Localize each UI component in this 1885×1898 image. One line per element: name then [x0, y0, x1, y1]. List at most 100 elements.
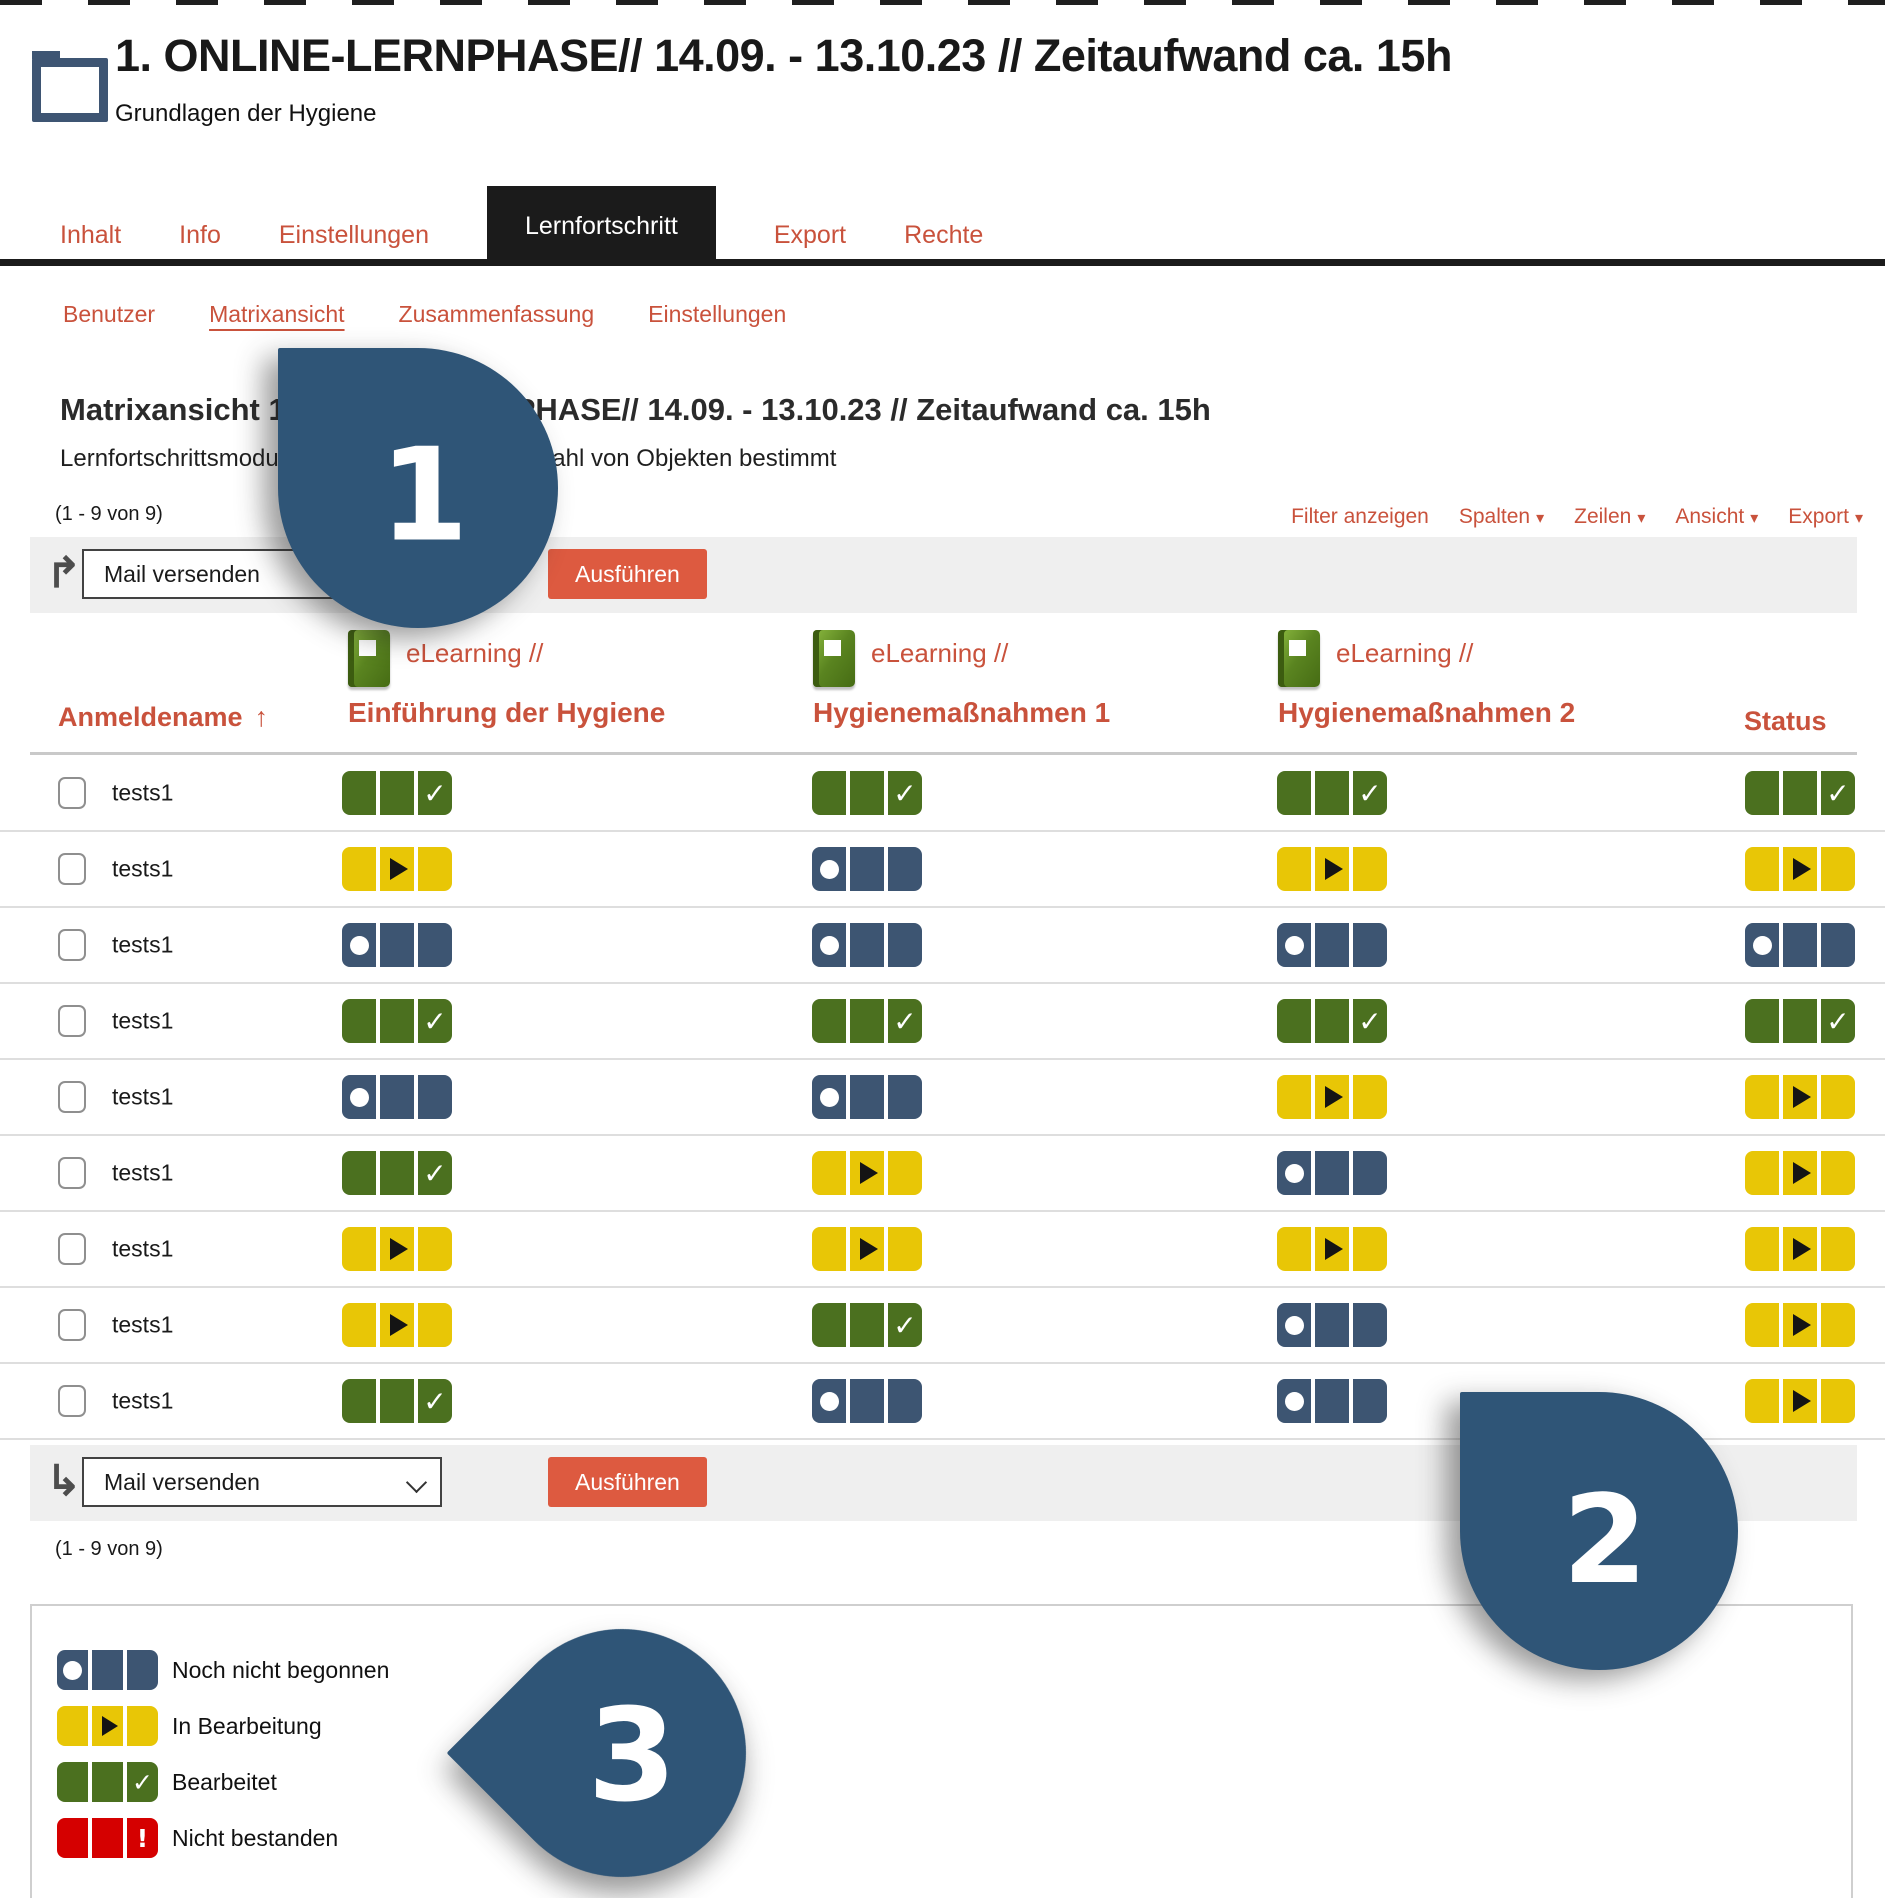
subtab-benutzer[interactable]: Benutzer — [63, 301, 156, 327]
tab-inhalt[interactable]: Inhalt — [60, 221, 122, 249]
annotation-number-2: 2 — [1562, 1469, 1648, 1611]
column-header-hygienema-nahmen-1[interactable]: eLearning // Hygienemaßnahmen 1 — [813, 630, 1110, 729]
status-symbol — [1315, 1227, 1349, 1271]
status-square — [888, 923, 922, 967]
status-symbol — [812, 1151, 846, 1195]
column-header-anmeldename[interactable]: Anmeldename ↑ — [58, 702, 268, 733]
row-checkbox[interactable] — [58, 853, 86, 885]
execute-button-top[interactable]: Ausführen — [548, 549, 707, 599]
status-symbol — [1783, 923, 1817, 967]
course-status-cell: ✓ — [1277, 771, 1387, 815]
status-square — [1315, 1379, 1349, 1423]
status-square — [1353, 847, 1387, 891]
sort-ascending-icon: ↑ — [254, 702, 269, 732]
status-symbol — [1277, 771, 1311, 815]
status-symbol — [342, 771, 376, 815]
status-symbol — [1315, 847, 1349, 891]
pagination-top: (1 - 9 von 9) — [55, 503, 163, 525]
status-symbol: ✓ — [1353, 771, 1387, 815]
course-status-cell — [342, 847, 452, 891]
tab-info[interactable]: Info — [179, 221, 221, 249]
row-checkbox[interactable] — [58, 929, 86, 961]
circle-glyph — [819, 1087, 839, 1107]
tab-einstellungen[interactable]: Einstellungen — [278, 221, 429, 249]
row-username: tests1 — [112, 1159, 174, 1186]
subtab-zusammenfassung[interactable]: Zusammenfassung — [398, 301, 595, 327]
status-icon-completed: ✓ — [812, 771, 922, 815]
subtab-matrixansicht[interactable]: Matrixansicht — [209, 301, 345, 327]
status-symbol — [1277, 1227, 1311, 1271]
row-username: tests1 — [112, 931, 174, 958]
status-square — [888, 847, 922, 891]
status-square — [1745, 847, 1779, 891]
status-square — [1277, 1227, 1311, 1271]
course-type-label: eLearning // — [1336, 638, 1474, 668]
menu-zeilen[interactable]: Zeilen ▾ — [1574, 505, 1646, 528]
row-checkbox[interactable] — [58, 1157, 86, 1189]
status-square — [380, 999, 414, 1043]
circle-glyph — [1284, 1391, 1304, 1411]
status-icon-not_started — [1277, 1303, 1387, 1347]
column-header-einf-hrung-der-hygiene[interactable]: eLearning // Einführung der Hygiene — [348, 630, 665, 729]
status-symbol — [888, 923, 922, 967]
circle-glyph — [63, 1660, 82, 1680]
menu-ansicht[interactable]: Ansicht ▾ — [1675, 505, 1759, 528]
status-square — [1783, 923, 1817, 967]
tab-lernfortschritt[interactable]: Lernfortschritt — [487, 186, 716, 266]
row-checkbox[interactable] — [58, 1081, 86, 1113]
tab-export[interactable]: Export — [773, 221, 847, 249]
status-symbol — [1315, 1075, 1349, 1119]
status-symbol — [1783, 1227, 1817, 1271]
check-glyph: ✓ — [893, 776, 917, 810]
status-square — [1353, 1379, 1387, 1423]
circle-glyph — [819, 1391, 839, 1411]
status-symbol — [380, 999, 414, 1043]
status-square: ✓ — [418, 999, 452, 1043]
course-name: Hygienemaßnahmen 1 — [813, 697, 1111, 728]
row-checkbox[interactable] — [58, 1309, 86, 1341]
row-checkbox[interactable] — [58, 1385, 86, 1417]
status-icon-not_started — [812, 923, 922, 967]
status-square — [812, 1075, 846, 1119]
status-symbol — [380, 771, 414, 815]
status-square — [812, 1303, 846, 1347]
legend-label: In Bearbeitung — [172, 1712, 322, 1739]
status-symbol — [418, 1075, 452, 1119]
play-glyph — [1325, 1238, 1343, 1260]
row-checkbox[interactable] — [58, 777, 86, 809]
annotation-teardrop-2 — [1460, 1392, 1738, 1670]
elearning-book-icon — [813, 630, 855, 687]
action-select-bottom[interactable]: Mail versenden — [82, 1457, 442, 1507]
status-symbol — [1745, 999, 1779, 1043]
filter-toggle-link[interactable]: Filter anzeigen — [1291, 505, 1429, 528]
status-symbol — [1821, 1379, 1855, 1423]
execute-button-bottom[interactable]: Ausführen — [548, 1457, 707, 1507]
subtab-einstellungen[interactable]: Einstellungen — [648, 301, 787, 327]
status-icon-completed: ✓ — [342, 999, 452, 1043]
column-header-hygienema-nahmen-2[interactable]: eLearning // Hygienemaßnahmen 2 — [1278, 630, 1575, 729]
status-symbol — [812, 1227, 846, 1271]
course-name: Hygienemaßnahmen 2 — [1278, 697, 1576, 728]
status-symbol — [1277, 1075, 1311, 1119]
status-square — [850, 923, 884, 967]
status-square — [1315, 847, 1349, 891]
tab-rechte[interactable]: Rechte — [904, 221, 984, 249]
play-glyph — [390, 1238, 408, 1260]
status-symbol — [1783, 1379, 1817, 1423]
table-row: tests1 — [0, 1060, 1885, 1136]
play-glyph — [390, 858, 408, 880]
menu-spalten[interactable]: Spalten ▾ — [1458, 505, 1545, 528]
status-square — [812, 1379, 846, 1423]
row-checkbox[interactable] — [58, 1233, 86, 1265]
status-symbol: ✓ — [888, 771, 922, 815]
check-glyph: ✓ — [423, 776, 447, 810]
status-symbol — [380, 923, 414, 967]
status-square — [850, 1379, 884, 1423]
status-square — [380, 1227, 414, 1271]
status-square — [1277, 923, 1311, 967]
row-checkbox[interactable] — [58, 1005, 86, 1037]
menu-export[interactable]: Export ▾ — [1788, 505, 1863, 528]
status-square — [380, 1151, 414, 1195]
status-symbol — [850, 999, 884, 1043]
play-glyph — [1793, 858, 1811, 880]
